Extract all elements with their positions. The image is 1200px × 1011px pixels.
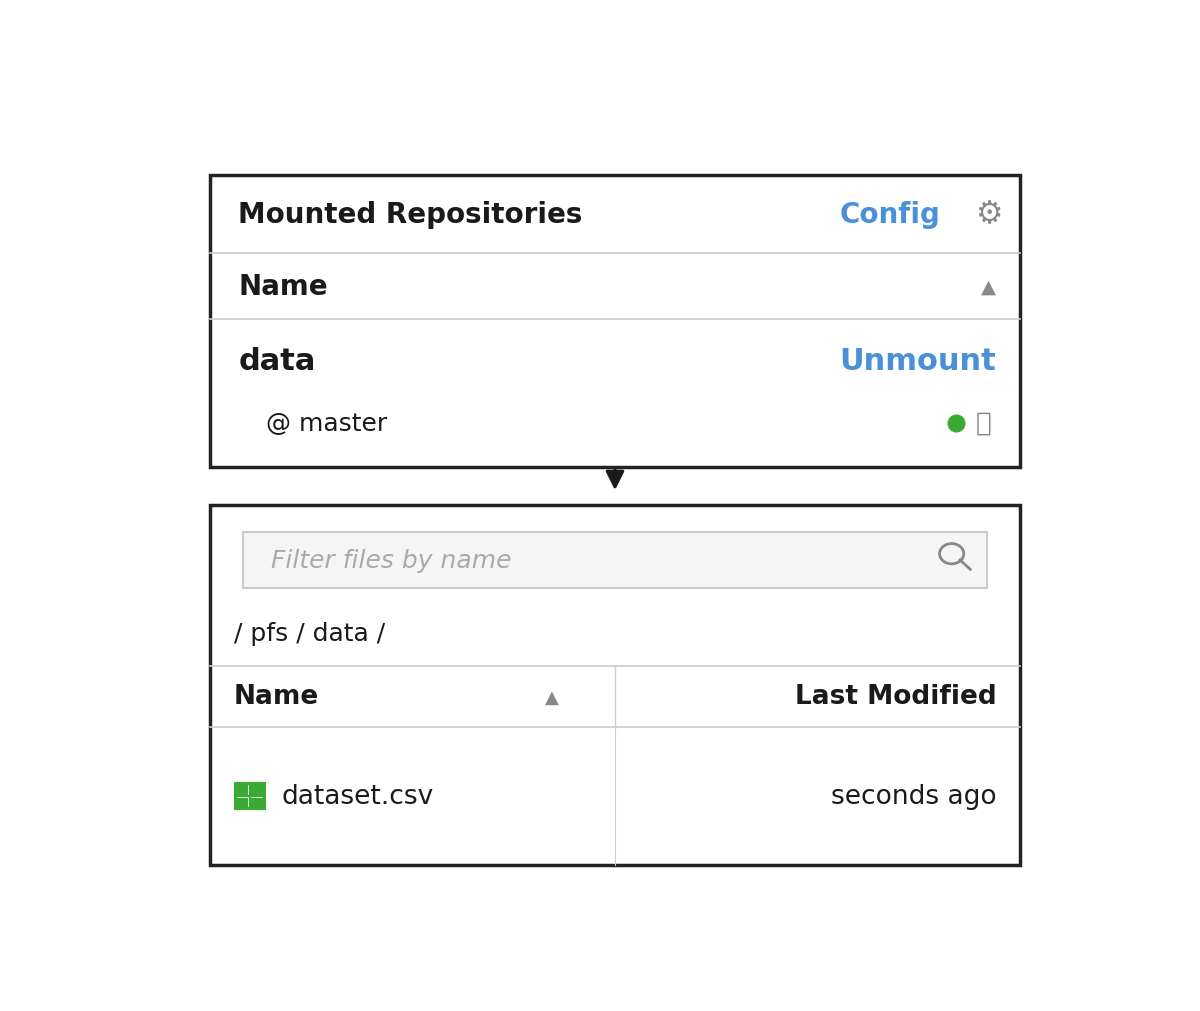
Bar <box>235 785 247 795</box>
Bar <box>235 798 247 809</box>
Text: Unmount: Unmount <box>840 347 996 376</box>
Bar <box>242 533 986 588</box>
Text: ▲: ▲ <box>545 687 559 706</box>
Text: seconds ago: seconds ago <box>830 783 996 809</box>
Text: @ master: @ master <box>266 411 388 436</box>
Text: ▲: ▲ <box>982 277 996 296</box>
Text: / pfs / data /: / pfs / data / <box>234 622 385 646</box>
Text: Mounted Repositories: Mounted Repositories <box>239 201 583 228</box>
Text: Filter files by name: Filter files by name <box>271 548 511 572</box>
Bar <box>251 798 264 809</box>
Text: dataset.csv: dataset.csv <box>281 783 433 809</box>
Text: data: data <box>239 347 316 376</box>
Text: ⚙: ⚙ <box>976 200 1003 229</box>
Bar <box>235 784 264 809</box>
Text: Config: Config <box>840 201 941 228</box>
Text: Name: Name <box>239 273 328 300</box>
Bar <box>210 506 1020 864</box>
Text: Last Modified: Last Modified <box>794 683 996 710</box>
Bar <box>251 785 264 795</box>
Text: Name: Name <box>234 683 319 710</box>
Bar <box>210 176 1020 468</box>
Text: ⓘ: ⓘ <box>976 410 991 437</box>
